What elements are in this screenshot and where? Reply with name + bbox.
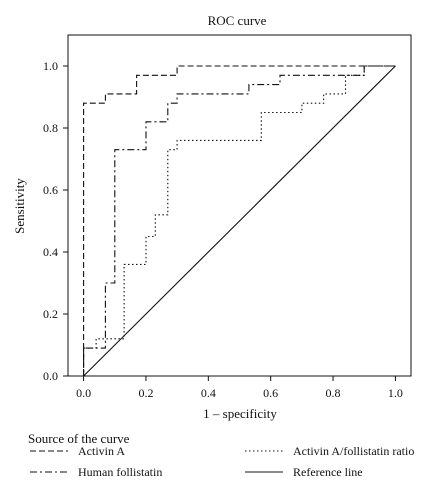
x-tick-label: 0.8 (326, 386, 341, 400)
x-tick-label: 1.0 (388, 386, 403, 400)
y-tick-label: 0.0 (43, 369, 58, 383)
y-tick-label: 0.4 (43, 245, 58, 259)
legend: Source of the curve Activin A Human folli… (28, 431, 414, 479)
y-axis-label: Sensitivity (12, 178, 27, 234)
series-layer (83, 65, 396, 377)
x-axis: 0.0 0.2 0.4 0.6 0.8 1.0 (76, 376, 403, 400)
x-tick-label: 0.6 (263, 386, 278, 400)
plot-frame (67, 34, 412, 377)
y-tick-label: 0.6 (43, 183, 58, 197)
legend-label-2: Activin A/follistatin ratio (293, 444, 414, 458)
series-2-line (83, 65, 396, 376)
series-3-line (83, 65, 396, 377)
y-tick-label: 0.8 (43, 121, 58, 135)
legend-label-3: Reference line (293, 465, 363, 479)
chart-title: ROC curve (208, 13, 267, 28)
x-tick-label: 0.0 (76, 386, 91, 400)
series-0-line (83, 65, 396, 376)
y-tick-label: 1.0 (43, 59, 58, 73)
legend-title: Source of the curve (28, 431, 130, 446)
series-1-line (83, 65, 396, 376)
y-axis: 0.0 0.2 0.4 0.6 0.8 1.0 (43, 59, 68, 383)
x-axis-label: 1 – specificity (203, 406, 277, 421)
legend-label-0: Activin A (78, 444, 125, 458)
legend-label-1: Human follistatin (78, 465, 162, 479)
y-tick-label: 0.2 (43, 307, 58, 321)
x-tick-label: 0.4 (201, 386, 216, 400)
x-tick-label: 0.2 (138, 386, 153, 400)
